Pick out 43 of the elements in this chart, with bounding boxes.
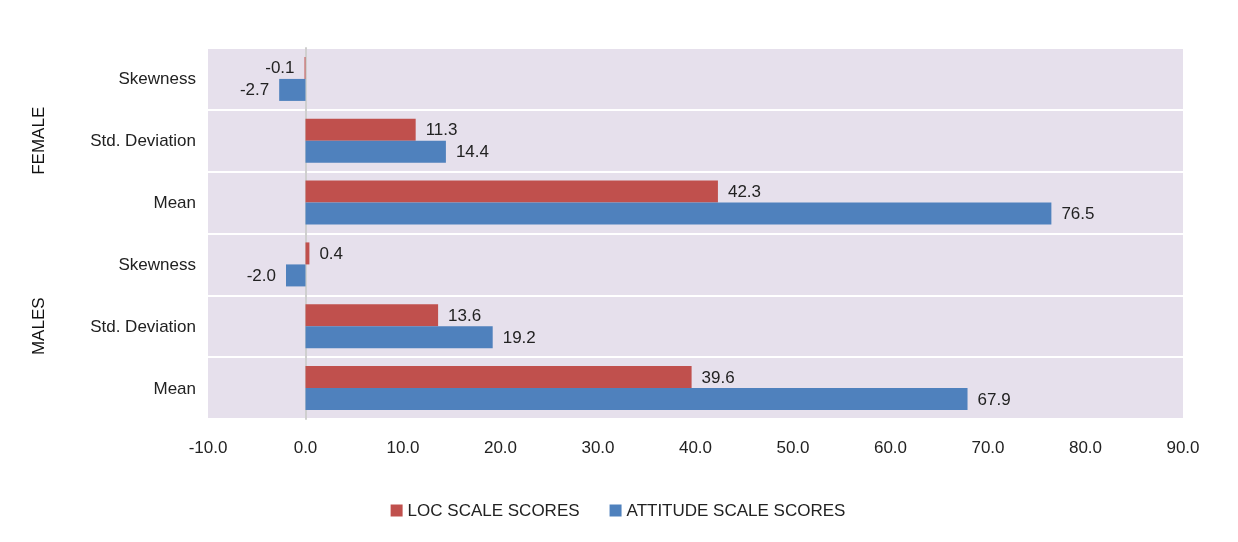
- data-label: 19.2: [502, 327, 536, 347]
- bar: [305, 326, 493, 349]
- y-tick-label: Mean: [153, 378, 196, 398]
- bar: [305, 180, 718, 203]
- x-tick-label: 20.0: [483, 438, 518, 457]
- legend-label: LOC SCALE SCORES: [407, 501, 580, 520]
- y-tick-label: Std. Deviation: [90, 131, 196, 151]
- x-tick-label: 90.0: [1166, 438, 1200, 457]
- bar: [305, 366, 692, 389]
- data-label: -0.1: [265, 58, 295, 78]
- bar: [286, 264, 306, 287]
- bar: [305, 202, 1052, 225]
- data-label: 13.6: [448, 305, 482, 325]
- x-tick-label: -10.0: [188, 438, 228, 457]
- x-tick-label: 0.0: [293, 438, 318, 457]
- text: MALES: [28, 297, 48, 356]
- x-tick-label: 30.0: [581, 438, 615, 457]
- x-tick-label: 80.0: [1068, 438, 1103, 457]
- data-label: -2.7: [239, 80, 270, 100]
- y-tick-label: Skewness: [118, 254, 196, 274]
- legend-label: ATTITUDE SCALE SCORES: [626, 501, 846, 520]
- y-tick-label: Std. Deviation: [90, 316, 196, 336]
- data-label: 67.9: [977, 389, 1011, 409]
- data-label: 76.5: [1061, 204, 1095, 224]
- x-tick-label: 40.0: [678, 438, 713, 457]
- data-label: 39.6: [701, 367, 735, 387]
- x-tick-label: 60.0: [873, 438, 908, 457]
- data-label: 11.3: [425, 120, 458, 140]
- bar: [279, 78, 306, 101]
- bar: [305, 304, 439, 327]
- data-label: 14.4: [455, 142, 489, 162]
- x-tick-label: 50.0: [776, 438, 810, 457]
- data-label: 42.3: [727, 182, 762, 202]
- data-label: -2.0: [246, 265, 276, 285]
- y-tick-label: Mean: [153, 193, 196, 213]
- bar: [305, 388, 968, 411]
- x-tick-label: 10.0: [386, 438, 420, 457]
- y-tick-label: Skewness: [118, 69, 196, 89]
- data-label: 0.4: [319, 243, 344, 263]
- bar: [305, 140, 446, 163]
- x-tick-label: 70.0: [971, 438, 1005, 457]
- bar: [305, 118, 416, 141]
- text: FEMALE: [28, 106, 48, 175]
